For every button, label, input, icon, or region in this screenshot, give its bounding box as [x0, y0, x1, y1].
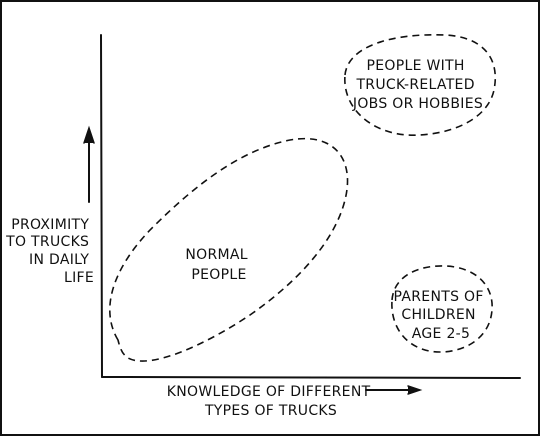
group-outlines	[109, 33, 496, 362]
y-label-line: TO TRUCKS	[5, 234, 89, 250]
normal-label-line: NORMAL	[185, 247, 247, 263]
y-axis-arrowhead	[83, 125, 95, 144]
axes	[83, 34, 521, 395]
truck-jobs-label-line: PEOPLE WITH	[367, 58, 465, 74]
parents-outline	[391, 265, 493, 353]
truck-jobs-label-line: JOBS OR HOBBIES	[352, 96, 483, 112]
normal-people-label: NORMAL PEOPLE	[185, 247, 252, 283]
y-label-line: PROXIMITY	[11, 217, 89, 233]
y-label-line: LIFE	[64, 270, 94, 286]
parents-label: PARENTS OF CHILDREN AGE 2-5	[394, 289, 489, 342]
x-label-line: TYPES OF TRUCKS	[204, 403, 337, 419]
x-label-line: KNOWLEDGE OF DIFFERENT	[167, 384, 371, 400]
x-axis-label: KNOWLEDGE OF DIFFERENT TYPES OF TRUCKS	[167, 384, 375, 419]
truck-jobs-label-line: TRUCK-RELATED	[355, 77, 474, 93]
y-label-line: IN DAILY	[29, 252, 89, 268]
parents-label-line: CHILDREN	[401, 307, 475, 323]
x-axis-arrowhead	[407, 385, 423, 395]
y-axis-label: PROXIMITY TO TRUCKS IN DAILY LIFE	[5, 217, 94, 286]
truck-jobs-outline	[344, 33, 496, 136]
normal-people-outline	[109, 137, 349, 362]
truck-jobs-label: PEOPLE WITH TRUCK-RELATED JOBS OR HOBBIE…	[352, 58, 483, 112]
x-axis-line	[101, 376, 521, 379]
parents-label-line: PARENTS OF	[394, 289, 484, 305]
y-axis-line	[100, 34, 103, 378]
parents-label-line: AGE 2-5	[412, 326, 470, 342]
normal-label-line: PEOPLE	[191, 267, 246, 283]
